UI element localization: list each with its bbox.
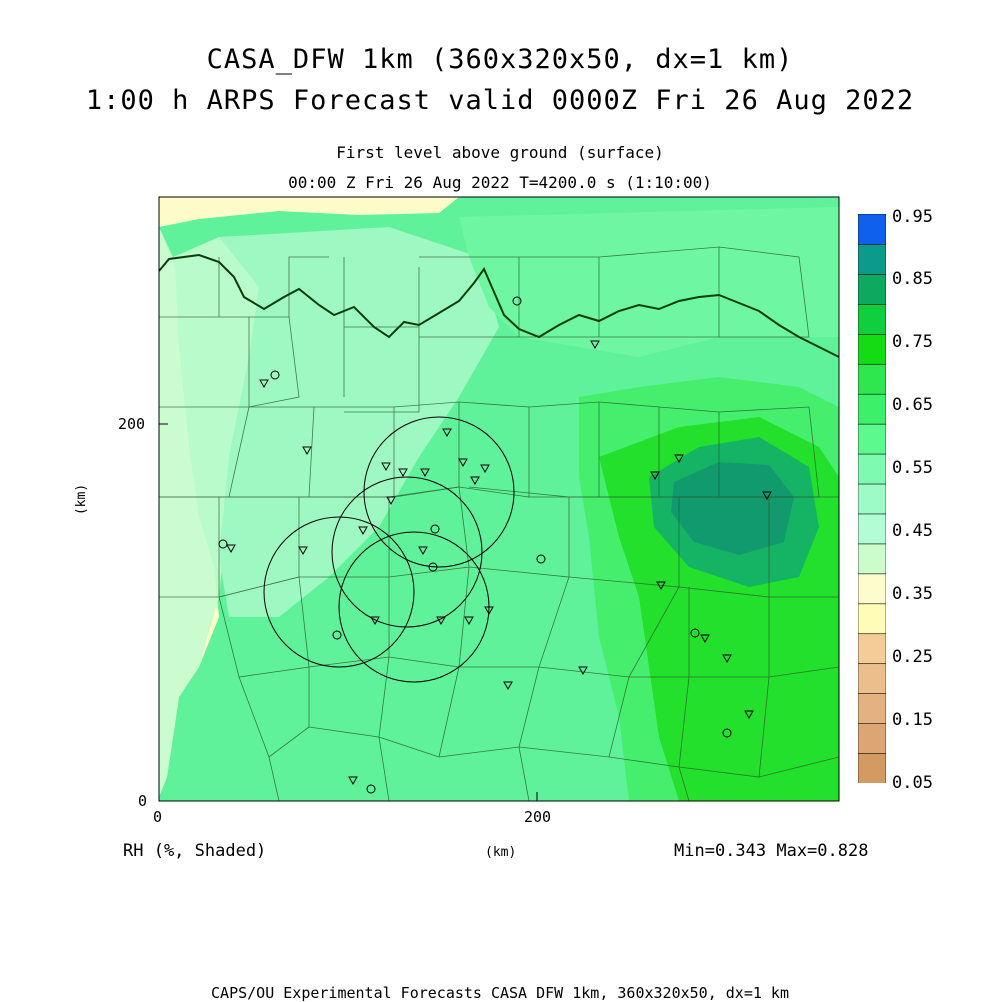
colorbar-swatch xyxy=(858,453,886,485)
title-line-2: 1:00 h ARPS Forecast valid 0000Z Fri 26 … xyxy=(85,85,915,116)
colorbar-swatch xyxy=(858,393,886,425)
y-axis-unit: (km) xyxy=(74,483,90,516)
colorbar-swatch xyxy=(858,214,886,245)
colorbar-swatch xyxy=(858,333,886,365)
colorbar-swatch xyxy=(858,543,886,575)
colorbar-swatch xyxy=(858,483,886,515)
field-label: RH (%, Shaded) xyxy=(123,841,267,861)
colorbar-swatch xyxy=(858,243,886,275)
footer-credit: CAPS/OU Experimental Forecasts CASA DFW … xyxy=(211,984,789,1002)
min-max-stats: Min=0.343 Max=0.828 xyxy=(674,841,869,861)
y-tick-0: 0 xyxy=(138,792,148,810)
colorbar-swatch xyxy=(858,273,886,305)
x-axis-unit: (km) xyxy=(485,845,517,860)
colorbar-label: 0.85 xyxy=(892,269,933,289)
colorbar-label: 0.05 xyxy=(892,773,933,793)
colorbar-label: 0.65 xyxy=(892,395,933,415)
colorbar-swatch xyxy=(858,603,886,635)
colorbar-swatch xyxy=(858,423,886,455)
colorbar-swatch xyxy=(858,632,886,665)
colorbar xyxy=(858,214,886,783)
colorbar-swatch xyxy=(858,722,886,754)
colorbar-label: 0.25 xyxy=(892,647,933,667)
x-tick-0: 0 xyxy=(153,808,163,826)
colorbar-label: 0.75 xyxy=(892,332,933,352)
rh-map xyxy=(159,197,839,801)
subtitle-time: 00:00 Z Fri 26 Aug 2022 T=4200.0 s (1:10… xyxy=(288,173,712,192)
colorbar-swatch xyxy=(858,363,886,395)
colorbar-label: 0.95 xyxy=(892,207,933,227)
colorbar-label: 0.35 xyxy=(892,584,933,604)
colorbar-swatch xyxy=(858,752,886,783)
colorbar-swatch xyxy=(858,662,886,694)
colorbar-label: 0.15 xyxy=(892,710,933,730)
x-tick-200: 200 xyxy=(524,808,552,826)
y-tick-200: 200 xyxy=(118,415,146,433)
colorbar-swatch xyxy=(858,303,886,335)
colorbar-swatch xyxy=(858,573,886,605)
colorbar-label: 0.55 xyxy=(892,458,933,478)
colorbar-label: 0.45 xyxy=(892,521,933,541)
colorbar-swatch xyxy=(858,513,886,545)
subtitle-level: First level above ground (surface) xyxy=(336,143,664,162)
colorbar-swatch xyxy=(858,692,886,724)
title-line-1: CASA_DFW 1km (360x320x50, dx=1 km) xyxy=(206,44,794,75)
